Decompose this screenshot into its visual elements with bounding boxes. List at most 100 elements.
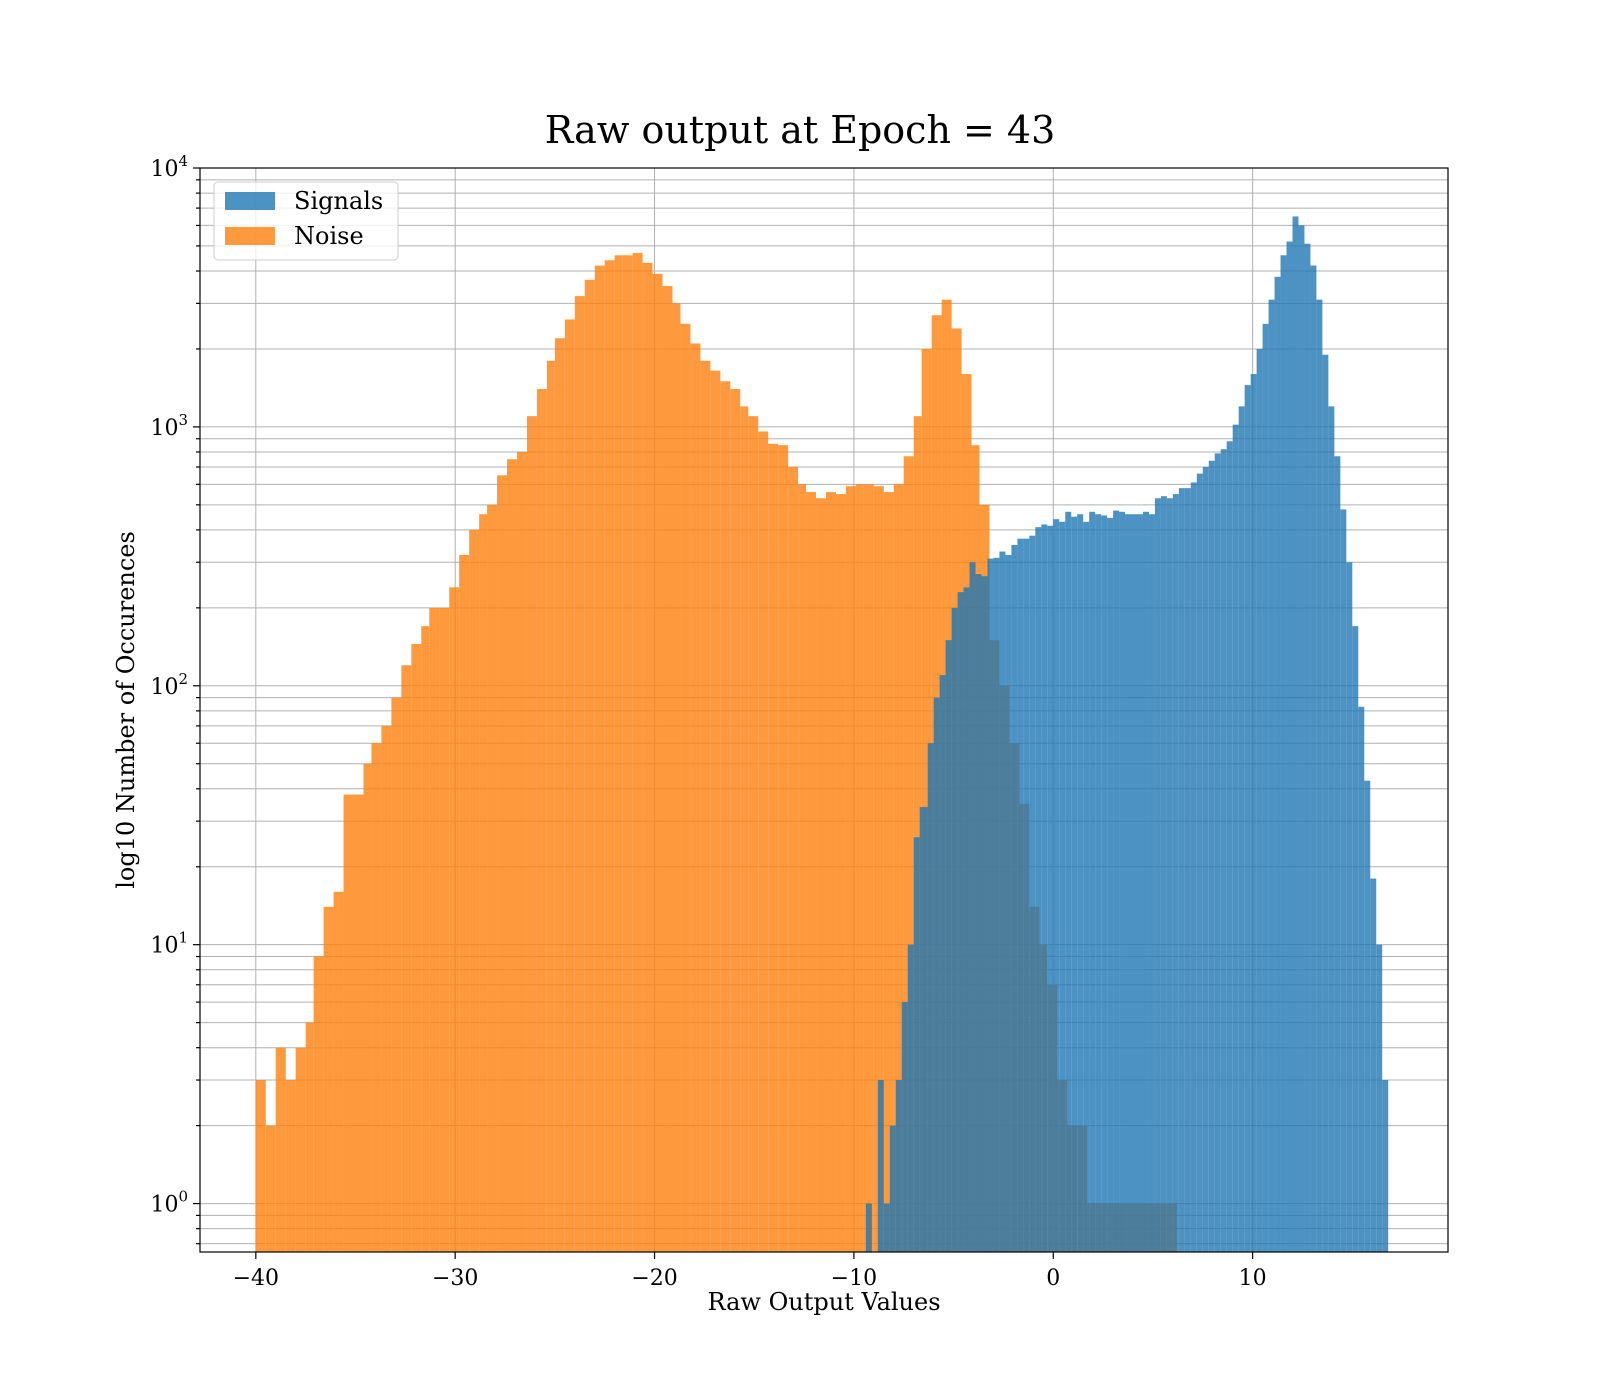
noise-bar — [632, 252, 643, 1252]
y-axis-ticks: 100 101 102 103 104 — [150, 152, 200, 1245]
signals-bar — [919, 807, 928, 1252]
signals-bar — [1011, 544, 1018, 1252]
noise-bar — [798, 484, 807, 1252]
noise-bar — [411, 644, 422, 1252]
signals-bar — [1352, 626, 1359, 1252]
signals-bar — [1017, 538, 1024, 1252]
noise-bar — [883, 492, 894, 1252]
y-tick-label: 103 — [150, 411, 188, 441]
signals-bars — [865, 216, 1389, 1253]
noise-bar — [758, 431, 769, 1252]
signals-bar — [1065, 511, 1072, 1252]
noise-bar — [265, 1125, 276, 1252]
signals-bar — [1101, 515, 1108, 1252]
y-tick-label: 101 — [150, 929, 188, 959]
signals-bar — [1184, 488, 1191, 1252]
signals-bar — [1047, 525, 1054, 1252]
x-tick-label: −30 — [432, 1266, 478, 1291]
signals-bar — [1131, 514, 1137, 1252]
x-tick-label: 0 — [1046, 1266, 1060, 1291]
signals-bar — [945, 640, 952, 1252]
signals-bar — [1029, 535, 1036, 1252]
signals-bar — [1095, 514, 1102, 1252]
noise-bar — [507, 459, 517, 1252]
signals-bar — [1304, 243, 1311, 1252]
noise-bar — [584, 279, 595, 1252]
signals-bar — [1035, 527, 1042, 1252]
noise-bar — [748, 416, 759, 1252]
signals-bar — [877, 1080, 884, 1252]
signals-bar — [1226, 441, 1233, 1253]
noise-bar — [574, 296, 585, 1253]
noise-bar — [564, 319, 575, 1253]
noise-bar — [469, 529, 480, 1252]
noise-bar — [255, 1080, 266, 1252]
noise-bar — [429, 607, 440, 1252]
signals-bar — [939, 675, 946, 1252]
y-tick-label: 102 — [150, 670, 188, 700]
signals-bar — [1310, 265, 1317, 1252]
signals-bar — [1298, 225, 1305, 1252]
noise-bar — [903, 456, 914, 1252]
noise-bar — [305, 1022, 314, 1252]
noise-bar — [913, 416, 922, 1252]
legend-label-signals: Signals — [294, 187, 383, 215]
signals-bar — [1053, 519, 1060, 1252]
x-tick-label: −10 — [831, 1266, 877, 1291]
plot-frame — [199, 167, 1449, 1253]
signals-bar — [1071, 516, 1078, 1252]
signals-bar — [1292, 216, 1299, 1253]
noise-bar — [806, 492, 817, 1252]
noise-bar — [526, 416, 537, 1252]
signals-bar — [1083, 521, 1090, 1252]
signals-bar — [1113, 510, 1120, 1252]
signals-bar — [1005, 555, 1012, 1252]
signals-bar — [889, 1125, 896, 1252]
noise-bar — [740, 406, 749, 1252]
signals-bar — [981, 576, 988, 1252]
noise-bar — [439, 607, 450, 1252]
noise-bar — [778, 445, 789, 1252]
signals-bar — [1196, 473, 1203, 1252]
noise-bar — [893, 484, 904, 1252]
noise-bar — [873, 486, 884, 1252]
noise-bar — [594, 265, 605, 1252]
noise-bar — [700, 360, 711, 1252]
signals-bar — [1286, 241, 1293, 1253]
signals-bar — [1136, 514, 1143, 1252]
noise-bar — [295, 1047, 306, 1252]
signals-bar — [1202, 466, 1209, 1252]
y-tick-label: 100 — [150, 1188, 188, 1218]
noise-bar — [363, 763, 372, 1252]
noise-bar — [680, 323, 691, 1252]
signals-bar — [957, 592, 964, 1252]
signals-bar — [1178, 488, 1185, 1252]
x-tick-label: −40 — [233, 1266, 279, 1291]
noise-bar — [652, 273, 663, 1253]
y-tick-label: 104 — [150, 152, 188, 182]
signals-bar — [1059, 521, 1066, 1252]
signals-bar — [1232, 424, 1239, 1253]
noise-bar — [690, 343, 701, 1253]
signals-bar — [1358, 706, 1365, 1252]
signals-bar — [1274, 276, 1281, 1252]
noise-bar — [313, 956, 324, 1252]
signals-bar — [1214, 453, 1221, 1253]
x-tick-label: 10 — [1239, 1266, 1267, 1291]
signals-bar — [1125, 514, 1132, 1252]
signals-bar — [951, 607, 958, 1252]
noise-bar — [449, 587, 460, 1252]
signals-bar — [999, 551, 1006, 1252]
signals-bar — [1107, 517, 1114, 1252]
noise-bar — [371, 743, 382, 1252]
noise-bar — [343, 794, 354, 1252]
noise-bar — [381, 725, 392, 1252]
signals-bar — [1220, 449, 1227, 1252]
noise-bar — [710, 370, 721, 1252]
noise-bar — [333, 891, 344, 1252]
y-axis-label: log10 Number of Occurences — [112, 531, 140, 889]
noise-bar — [768, 443, 779, 1252]
legend-label-noise: Noise — [294, 222, 364, 250]
noise-bar — [353, 794, 364, 1252]
